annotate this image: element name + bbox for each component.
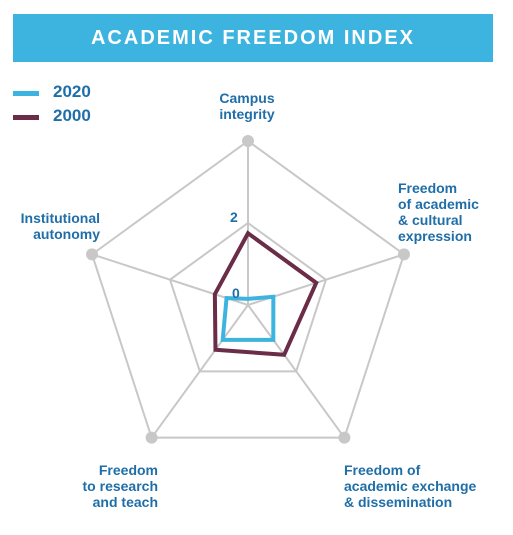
axis-label-line: Campus: [219, 90, 275, 106]
axis-end-dot-0: [242, 135, 254, 147]
axis-label-cultural-expression: Freedom of academic & cultural expressio…: [398, 180, 508, 244]
axis-label-line: Freedom: [398, 180, 458, 196]
radar-series: [212, 230, 319, 357]
grid-ring-2: [90, 139, 406, 439]
axis-spoke-4: [91, 253, 249, 306]
axis-label-line: academic exchange: [344, 478, 477, 494]
radar-ticks: 0 2: [230, 209, 240, 301]
series-line-2020: [220, 294, 276, 342]
axis-label-line: autonomy: [33, 226, 100, 242]
axis-label-line: integrity: [219, 106, 275, 122]
legend-label-2020: 2020: [53, 82, 91, 101]
axis-spoke-3: [150, 304, 249, 439]
axis-label-line: of academic: [398, 196, 479, 212]
axis-end-dot-1: [397, 248, 410, 261]
legend-label-2000: 2000: [53, 106, 91, 125]
tick-label-0: 0: [232, 285, 240, 301]
axis-label-line: to research: [82, 478, 158, 494]
axis-end-dot-3: [145, 431, 158, 444]
axis-end-dot-2: [338, 431, 351, 444]
axis-label-line: and teach: [92, 494, 158, 510]
chart-title: ACADEMIC FREEDOM INDEX: [90, 26, 415, 49]
axis-spoke-2: [247, 304, 346, 439]
axis-label-research-teach: Freedom to research and teach: [58, 462, 158, 510]
axis-end-dot-4: [86, 248, 99, 261]
axis-label-line: Freedom: [98, 462, 158, 478]
axis-label-line: & dissemination: [344, 494, 453, 510]
grid-ring-1: [168, 221, 328, 373]
tick-label-2: 2: [230, 209, 238, 225]
axis-label-line: Freedom of: [344, 462, 421, 478]
radar-grid: [86, 135, 410, 444]
axis-label-campus-integrity: Campus integrity: [197, 90, 297, 122]
axis-label-institutional-autonomy: Institutional autonomy: [4, 210, 100, 242]
legend-swatch-2020: [13, 91, 39, 96]
series-line-2000: [212, 230, 319, 357]
axis-label-academic-exchange: Freedom of academic exchange & dissemina…: [344, 462, 504, 510]
axis-label-line: Institutional: [20, 210, 100, 226]
legend-swatch-2000: [13, 115, 39, 120]
axis-label-line: & cultural: [398, 212, 463, 228]
chart-title-bar: ACADEMIC FREEDOM INDEX: [13, 14, 493, 62]
axis-label-line: expression: [398, 228, 472, 244]
